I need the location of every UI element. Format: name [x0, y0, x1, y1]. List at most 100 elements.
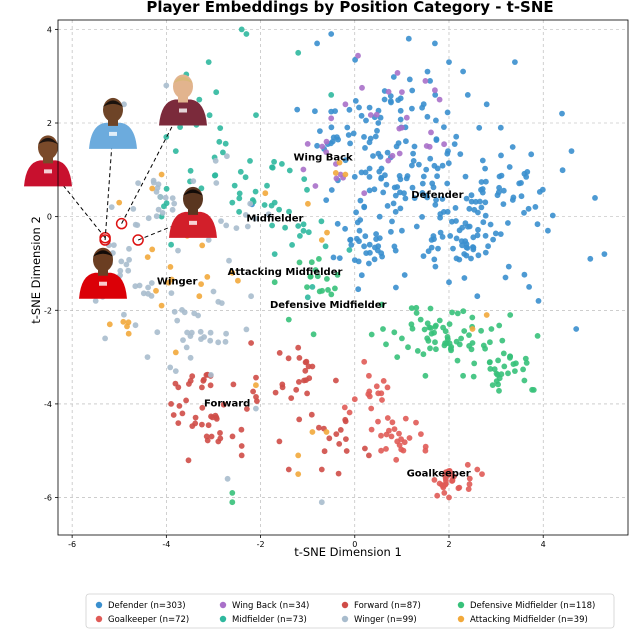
data-point [431, 256, 438, 263]
data-point [366, 241, 373, 248]
data-point [479, 471, 485, 477]
data-point [153, 287, 159, 294]
data-point [171, 308, 178, 315]
data-point [464, 92, 471, 98]
data-point [402, 415, 409, 422]
data-point [268, 202, 275, 209]
data-point [183, 397, 190, 404]
data-point [358, 169, 365, 176]
data-point [308, 411, 315, 418]
data-point [154, 185, 161, 191]
data-point [286, 208, 292, 215]
data-point [432, 263, 439, 270]
data-point [399, 227, 405, 234]
data-point [446, 59, 452, 65]
data-point [523, 360, 530, 366]
data-point [174, 317, 181, 324]
data-point [132, 283, 139, 290]
data-point [399, 89, 405, 95]
data-point [303, 377, 309, 383]
data-point [145, 290, 152, 297]
data-point [191, 310, 198, 317]
data-point [220, 149, 226, 156]
data-point [483, 312, 490, 318]
data-point [446, 279, 452, 286]
data-point [495, 357, 501, 364]
data-point [362, 233, 369, 240]
data-point [126, 245, 132, 252]
data-point [475, 226, 481, 233]
data-point [536, 189, 543, 195]
data-point [332, 108, 338, 114]
data-point [215, 339, 222, 346]
data-point [308, 259, 315, 266]
data-point [111, 242, 117, 249]
data-point [494, 371, 501, 378]
data-point [172, 368, 179, 374]
data-point [276, 438, 283, 445]
data-point [464, 461, 471, 468]
data-point [163, 82, 170, 89]
data-point [212, 157, 219, 164]
data-point [398, 436, 404, 443]
data-point [242, 174, 249, 181]
data-point [372, 244, 378, 251]
data-point [362, 145, 368, 151]
data-point [318, 237, 325, 243]
data-point [477, 198, 483, 205]
data-point [424, 68, 431, 75]
data-point [381, 96, 388, 103]
data-point [252, 215, 258, 222]
data-point [501, 363, 508, 370]
data-point [159, 210, 166, 216]
data-point [236, 208, 243, 215]
data-point [434, 492, 441, 499]
data-point [470, 373, 477, 380]
data-point [346, 247, 353, 253]
plot-frame [57, 19, 629, 536]
data-point [264, 182, 270, 189]
data-point [456, 484, 463, 491]
data-point [450, 245, 456, 252]
avatar-mancity [89, 97, 137, 149]
data-point [453, 338, 460, 345]
data-point [433, 346, 439, 353]
data-point [363, 250, 370, 256]
data-point [102, 335, 108, 342]
data-point [319, 287, 325, 294]
data-point [185, 457, 192, 464]
data-point [206, 112, 213, 119]
data-point [242, 212, 249, 218]
cluster-label-attacking-midfielder: Attacking Midfielder [228, 267, 343, 278]
data-point [346, 106, 353, 113]
data-point [419, 180, 426, 187]
data-point [388, 228, 394, 235]
data-point [389, 218, 395, 225]
data-point [223, 330, 230, 337]
data-point [440, 324, 446, 331]
data-point [458, 335, 464, 342]
data-point [163, 185, 170, 192]
data-point [118, 258, 125, 265]
data-point [285, 355, 292, 362]
data-point [207, 337, 214, 344]
data-point [497, 124, 504, 131]
data-point [384, 203, 391, 209]
data-point [208, 433, 215, 440]
data-point [390, 74, 397, 80]
data-point [179, 410, 186, 417]
data-point [427, 345, 433, 352]
data-point [323, 149, 330, 156]
data-point [483, 101, 490, 108]
data-point [279, 381, 286, 388]
data-point [366, 104, 373, 111]
data-point [431, 162, 438, 169]
data-point [404, 173, 411, 179]
data-point [325, 287, 331, 293]
data-point [403, 114, 410, 121]
data-point [347, 140, 353, 147]
data-point [500, 350, 507, 357]
data-point [520, 366, 526, 373]
data-point [92, 298, 99, 304]
series-goalkeeper [341, 358, 485, 501]
